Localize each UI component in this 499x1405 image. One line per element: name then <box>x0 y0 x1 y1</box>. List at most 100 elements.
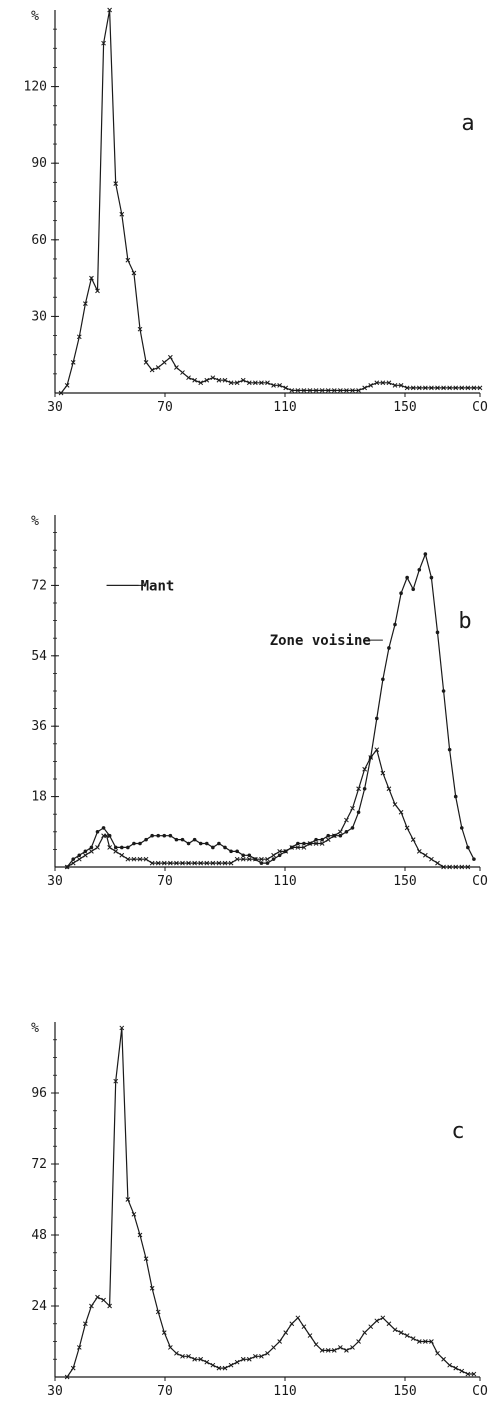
data-point <box>465 385 471 391</box>
data-point <box>125 856 131 862</box>
data-point <box>198 841 203 846</box>
data-point <box>228 380 234 386</box>
x-tick-label: CO <box>472 400 488 415</box>
data-point <box>380 380 386 386</box>
data-point <box>302 841 306 846</box>
data-point <box>210 860 216 866</box>
data-point <box>338 1345 343 1350</box>
data-point <box>247 853 252 858</box>
data-point <box>271 1345 276 1350</box>
series-line-1 <box>66 748 468 868</box>
data-point <box>423 385 428 391</box>
data-point <box>235 849 239 854</box>
x-tick-label: 70 <box>157 400 173 415</box>
data-point <box>253 857 258 861</box>
data-point <box>344 388 349 393</box>
data-point <box>155 860 161 866</box>
data-point <box>301 1324 307 1330</box>
data-point <box>71 857 76 861</box>
data-point <box>259 856 264 862</box>
data-point <box>246 1356 252 1362</box>
data-point <box>471 385 477 391</box>
data-point <box>168 354 173 360</box>
data-point <box>180 1353 185 1359</box>
data-point <box>325 1348 331 1353</box>
data-point <box>137 326 143 332</box>
data-point <box>356 810 361 815</box>
data-point <box>350 826 355 830</box>
data-point <box>404 385 410 391</box>
data-point <box>156 833 161 838</box>
data-point <box>338 829 343 835</box>
data-point <box>138 841 142 846</box>
data-point <box>253 380 258 386</box>
data-point <box>204 841 209 846</box>
data-point <box>392 1327 398 1333</box>
data-point <box>289 1321 295 1327</box>
data-point <box>192 860 197 866</box>
data-point <box>411 587 416 592</box>
data-point <box>301 388 307 393</box>
data-point <box>168 860 173 866</box>
data-point <box>416 385 422 391</box>
data-point <box>398 1330 404 1335</box>
data-point <box>423 1339 428 1344</box>
data-point <box>222 860 228 866</box>
data-point <box>447 1362 452 1368</box>
data-point <box>459 864 465 870</box>
data-point <box>155 365 161 370</box>
data-point <box>89 1303 94 1309</box>
data-point <box>174 1350 179 1356</box>
data-point <box>150 833 154 838</box>
data-point <box>137 856 143 862</box>
data-point <box>119 845 124 850</box>
data-point <box>259 380 264 386</box>
data-point <box>168 833 173 838</box>
data-point <box>459 1368 465 1374</box>
data-point <box>283 1330 289 1335</box>
data-point <box>307 1333 313 1338</box>
data-point <box>271 382 276 388</box>
data-point <box>180 370 185 375</box>
data-point <box>107 833 112 838</box>
data-point <box>441 385 446 391</box>
data-point <box>472 857 476 861</box>
data-point <box>283 385 289 391</box>
y-tick-label: 90 <box>31 156 47 171</box>
data-point <box>435 385 440 391</box>
data-point <box>101 40 106 46</box>
data-point <box>240 1356 246 1362</box>
data-point <box>313 1342 319 1347</box>
data-point <box>149 367 155 373</box>
data-point <box>58 390 64 396</box>
data-point <box>83 852 88 858</box>
data-point <box>65 865 69 869</box>
data-point <box>404 1333 410 1338</box>
data-point <box>234 856 240 862</box>
data-point <box>70 360 76 365</box>
data-point <box>277 849 282 854</box>
data-point <box>356 388 361 393</box>
data-point <box>186 841 191 846</box>
data-point <box>265 861 270 865</box>
data-point <box>83 301 88 306</box>
data-point <box>362 766 367 772</box>
data-point <box>386 380 392 386</box>
data-point <box>192 1356 197 1362</box>
data-point <box>113 845 118 850</box>
data-point <box>380 770 386 776</box>
data-point <box>149 1285 155 1291</box>
data-point <box>398 382 404 388</box>
y-unit-label: % <box>31 514 39 529</box>
data-point <box>113 181 119 186</box>
data-point <box>83 1321 88 1327</box>
data-point <box>271 857 276 861</box>
data-point <box>204 860 210 866</box>
data-point <box>265 380 270 386</box>
data-point <box>350 1345 355 1350</box>
data-point <box>180 837 185 842</box>
data-point <box>289 388 295 393</box>
data-point <box>119 852 125 858</box>
series-line-1 <box>60 9 480 394</box>
data-point <box>344 830 349 834</box>
